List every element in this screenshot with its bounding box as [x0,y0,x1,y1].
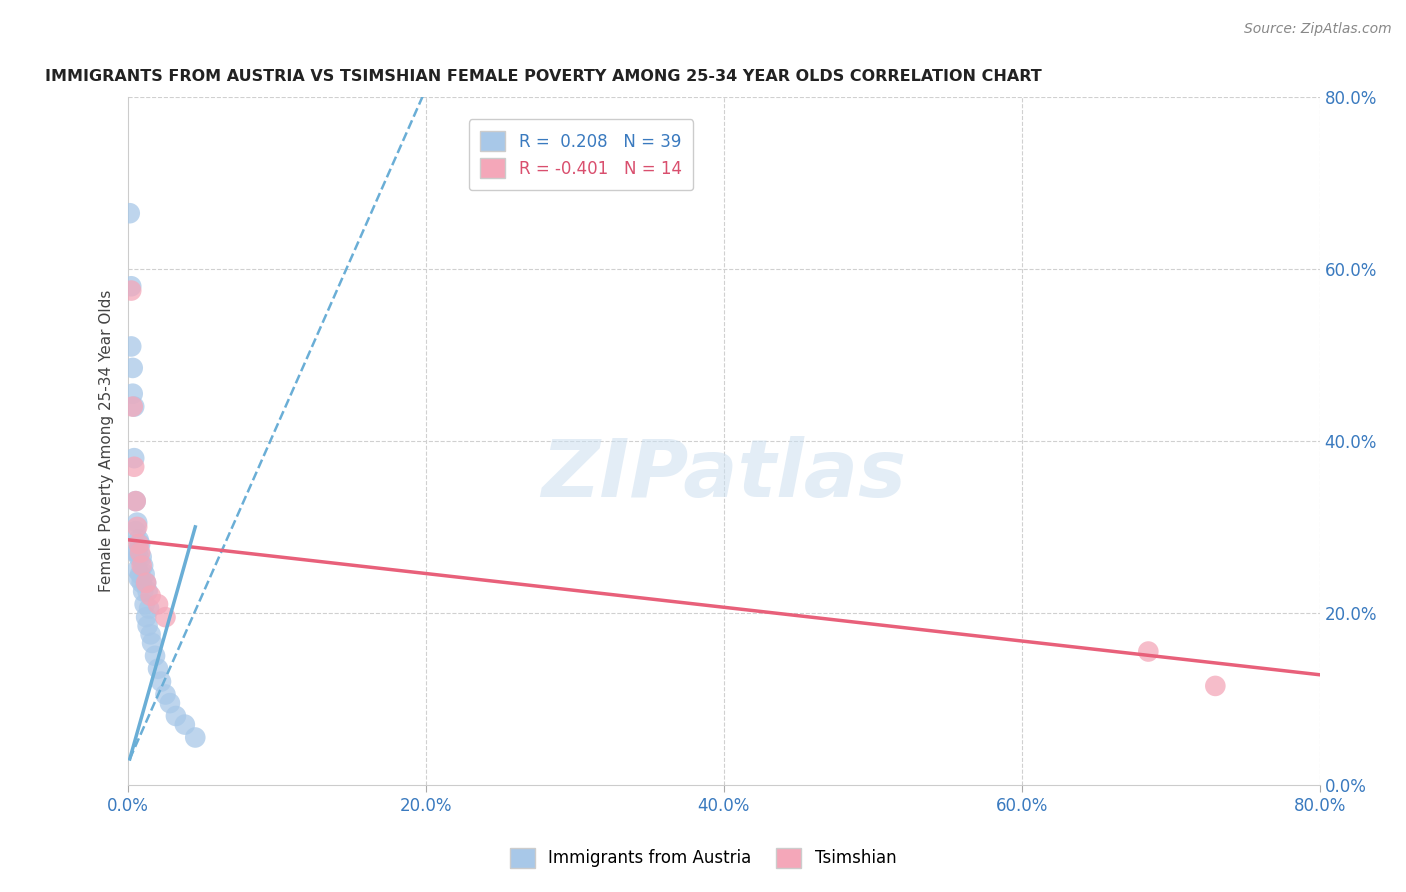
Point [150,674,173,689]
Point [184,731,207,745]
Point [136,619,159,633]
Point [135,575,157,590]
Point [129,537,152,551]
Point [132,584,155,599]
Point [121,360,143,375]
Point [128,572,150,586]
Legend: R =  0.208   N = 39, R = -0.401   N = 14: R = 0.208 N = 39, R = -0.401 N = 14 [468,120,693,190]
Point [122,451,145,466]
Point [121,386,143,401]
Point [128,533,150,547]
Point [135,575,157,590]
Point [127,520,149,534]
Point [165,709,187,723]
Point [125,494,148,508]
Legend: Immigrants from Austria, Tsimshian: Immigrants from Austria, Tsimshian [503,841,903,875]
Point [141,636,163,650]
Text: ZIPatlas: ZIPatlas [541,436,907,515]
Point [173,717,195,731]
Point [1204,679,1226,693]
Point [143,648,166,663]
Point [125,494,148,508]
Point [125,546,148,560]
Point [121,400,143,414]
Point [131,575,153,590]
Point [120,339,142,353]
Point [139,627,162,641]
Point [134,567,156,582]
Point [131,558,153,573]
Point [1137,644,1160,658]
Y-axis label: Female Poverty Among 25-34 Year Olds: Female Poverty Among 25-34 Year Olds [100,290,114,592]
Point [146,662,169,676]
Point [139,589,162,603]
Point [132,558,155,573]
Text: IMMIGRANTS FROM AUSTRIA VS TSIMSHIAN FEMALE POVERTY AMONG 25-34 YEAR OLDS CORREL: IMMIGRANTS FROM AUSTRIA VS TSIMSHIAN FEM… [45,69,1042,84]
Point [127,563,149,577]
Point [122,459,145,474]
Point [134,597,156,611]
Point [131,549,153,564]
Point [159,696,181,710]
Point [128,549,150,564]
Point [125,524,148,539]
Point [128,537,150,551]
Point [136,584,159,599]
Point [155,688,177,702]
Point [146,597,169,611]
Point [127,516,149,530]
Point [129,546,152,560]
Point [127,546,149,560]
Point [129,567,152,582]
Text: Source: ZipAtlas.com: Source: ZipAtlas.com [1244,22,1392,37]
Point [118,206,141,220]
Point [120,279,142,293]
Point [155,610,177,624]
Point [135,610,157,624]
Point [138,601,160,615]
Point [122,400,145,414]
Point [120,284,142,298]
